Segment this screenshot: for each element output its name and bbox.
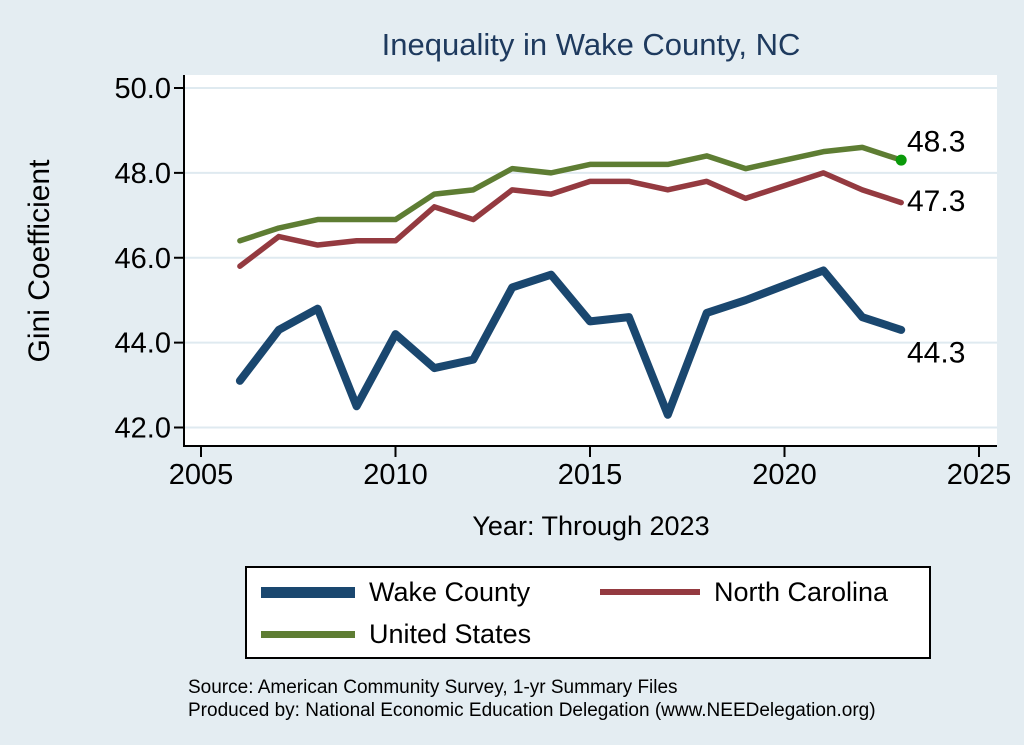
x-tick-label: 2005 [169,459,234,491]
source-note: Source: American Community Survey, 1-yr … [188,677,678,698]
legend-item-north-carolina: North Carolina [600,574,888,610]
plot-background [185,75,997,446]
y-tick-label: 48.0 [115,158,171,190]
footer-notes: Source: American Community Survey, 1-yr … [188,676,876,722]
legend-label-united-states: United States [369,618,532,649]
united-states-line-swatch [261,630,355,638]
legend-item-wake-county: Wake County [261,574,530,610]
x-tick-label: 2015 [558,459,623,491]
y-tick-label: 42.0 [115,413,171,445]
legend-item-united-states: United States [261,616,531,652]
chart-title: Inequality in Wake County, NC [381,27,801,62]
end-point-marker [895,154,907,166]
north-carolina-line-swatch [600,589,700,595]
legend-label-wake-county: Wake County [369,576,531,607]
x-tick-label: 2010 [363,459,428,491]
x-tick-label: 2020 [752,459,817,491]
series-line-north-carolina [237,170,904,269]
y-tick-label: 46.0 [115,243,171,275]
legend: Wake County North Carolina United States [245,566,931,659]
end-value-label-united-states: 48.3 [907,126,965,159]
series-line-wake-county [235,266,906,419]
legend-label-north-carolina: North Carolina [714,576,889,607]
y-tick-label: 44.0 [115,328,171,360]
end-value-label-wake-county: 44.3 [907,336,965,369]
end-value-label-north-carolina: 47.3 [907,185,965,218]
produced-by-note: Produced by: National Economic Education… [188,700,876,721]
wake-county-line-swatch [261,586,355,598]
y-tick-label: 50.0 [115,73,171,105]
x-axis-title: Year: Through 2023 [472,511,710,541]
series-line-united-states [237,144,904,244]
x-tick-label: 2025 [947,459,1012,491]
